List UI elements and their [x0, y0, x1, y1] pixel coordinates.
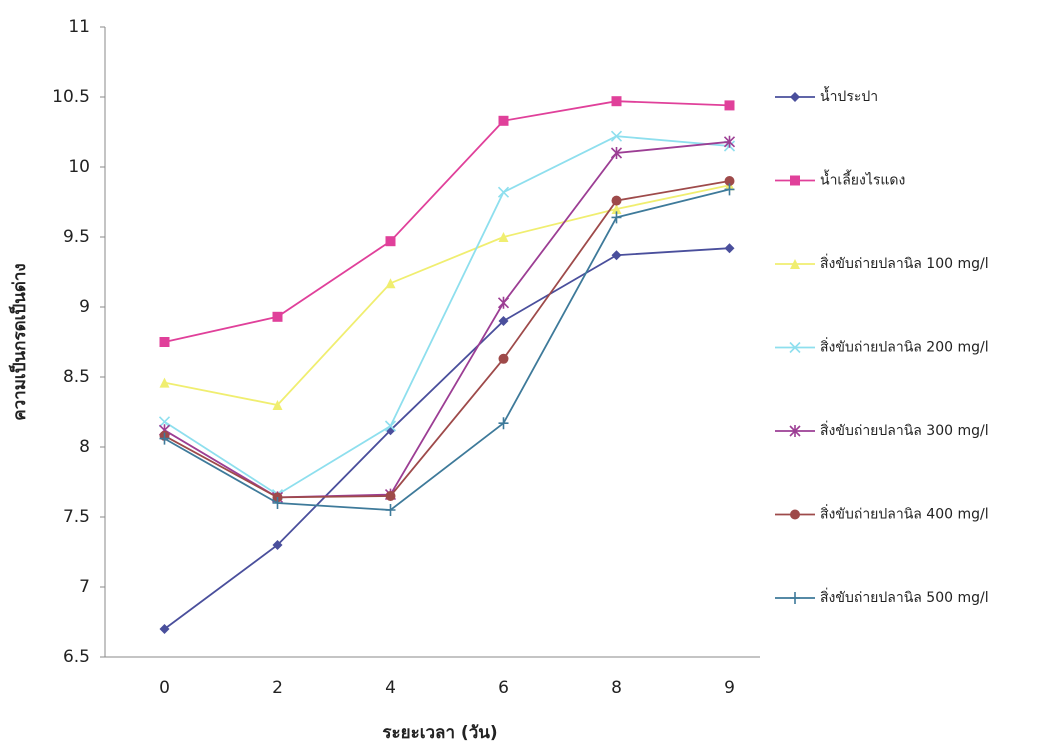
marker [724, 183, 735, 196]
marker [724, 100, 735, 111]
marker [724, 243, 735, 254]
marker [497, 186, 510, 198]
y-tick-label: 8.5 [63, 367, 90, 387]
marker [385, 491, 396, 501]
marker [789, 341, 801, 354]
marker [610, 147, 623, 159]
series-line [164, 135, 730, 496]
marker [790, 592, 800, 604]
marker [272, 311, 283, 322]
marker [272, 540, 283, 550]
marker [790, 175, 800, 186]
x-tick-label: 8 [611, 678, 622, 698]
y-tick-label: 9.5 [63, 227, 90, 247]
y-tick-label: 8 [79, 437, 90, 457]
marker [272, 400, 283, 410]
x-tick-label: 0 [159, 678, 170, 698]
x-tick-label: 6 [498, 678, 509, 698]
y-tick-label: 10 [68, 157, 90, 177]
marker [497, 296, 510, 309]
marker [610, 130, 623, 142]
marker [789, 425, 801, 437]
legend-label: สิ่งขับถ่ายปลานิล 400 mg/l [820, 505, 989, 523]
marker [790, 259, 800, 269]
legend-label: สิ่งขับถ่ายปลานิล 500 mg/l [820, 588, 989, 606]
marker [724, 176, 735, 186]
series-line [164, 184, 730, 406]
legend-label: สิ่งขับถ่ายปลานิล 300 mg/l [820, 421, 989, 439]
marker [498, 115, 509, 126]
y-tick-label: 7 [79, 577, 90, 597]
legend-label: สิ่งขับถ่ายปลานิล 200 mg/l [820, 338, 989, 356]
marker [384, 420, 397, 432]
marker [159, 624, 170, 634]
x-tick-label: 4 [385, 678, 396, 698]
marker [611, 250, 622, 261]
marker [385, 278, 396, 289]
x-tick-label: 2 [272, 678, 283, 698]
marker [611, 195, 622, 206]
marker [723, 135, 736, 148]
marker [611, 96, 622, 107]
marker [790, 92, 800, 102]
marker [158, 416, 171, 428]
y-axis-label: ความเป็นกรดเป็นด่าง [7, 263, 30, 420]
series-line [164, 188, 730, 511]
marker [159, 377, 170, 388]
y-tick-label: 6.5 [63, 647, 90, 667]
series-line [163, 247, 730, 630]
marker [498, 316, 509, 326]
marker [498, 417, 509, 430]
marker [159, 337, 170, 347]
marker [611, 211, 622, 224]
legend-label: สิ่งขับถ่ายปลานิล 100 mg/l [820, 254, 989, 272]
y-tick-label: 9 [79, 297, 90, 317]
marker [385, 236, 396, 247]
x-tick-label: 9 [724, 678, 735, 698]
marker [385, 504, 396, 516]
marker [611, 204, 622, 214]
marker [790, 509, 800, 520]
legend-label: น้ำเลี้ยงไรแดง [820, 170, 905, 189]
marker [498, 353, 509, 364]
marker [272, 497, 283, 509]
series-line [164, 100, 730, 343]
y-tick-label: 11 [68, 17, 90, 37]
legend-label: น้ำประปา [820, 86, 878, 105]
series-line [164, 180, 730, 499]
y-tick-label: 10.5 [52, 87, 90, 107]
x-axis-label: ระยะเวลา (วัน) [382, 723, 497, 743]
y-tick-label: 7.5 [63, 507, 90, 527]
marker [159, 432, 170, 445]
marker [498, 232, 509, 242]
